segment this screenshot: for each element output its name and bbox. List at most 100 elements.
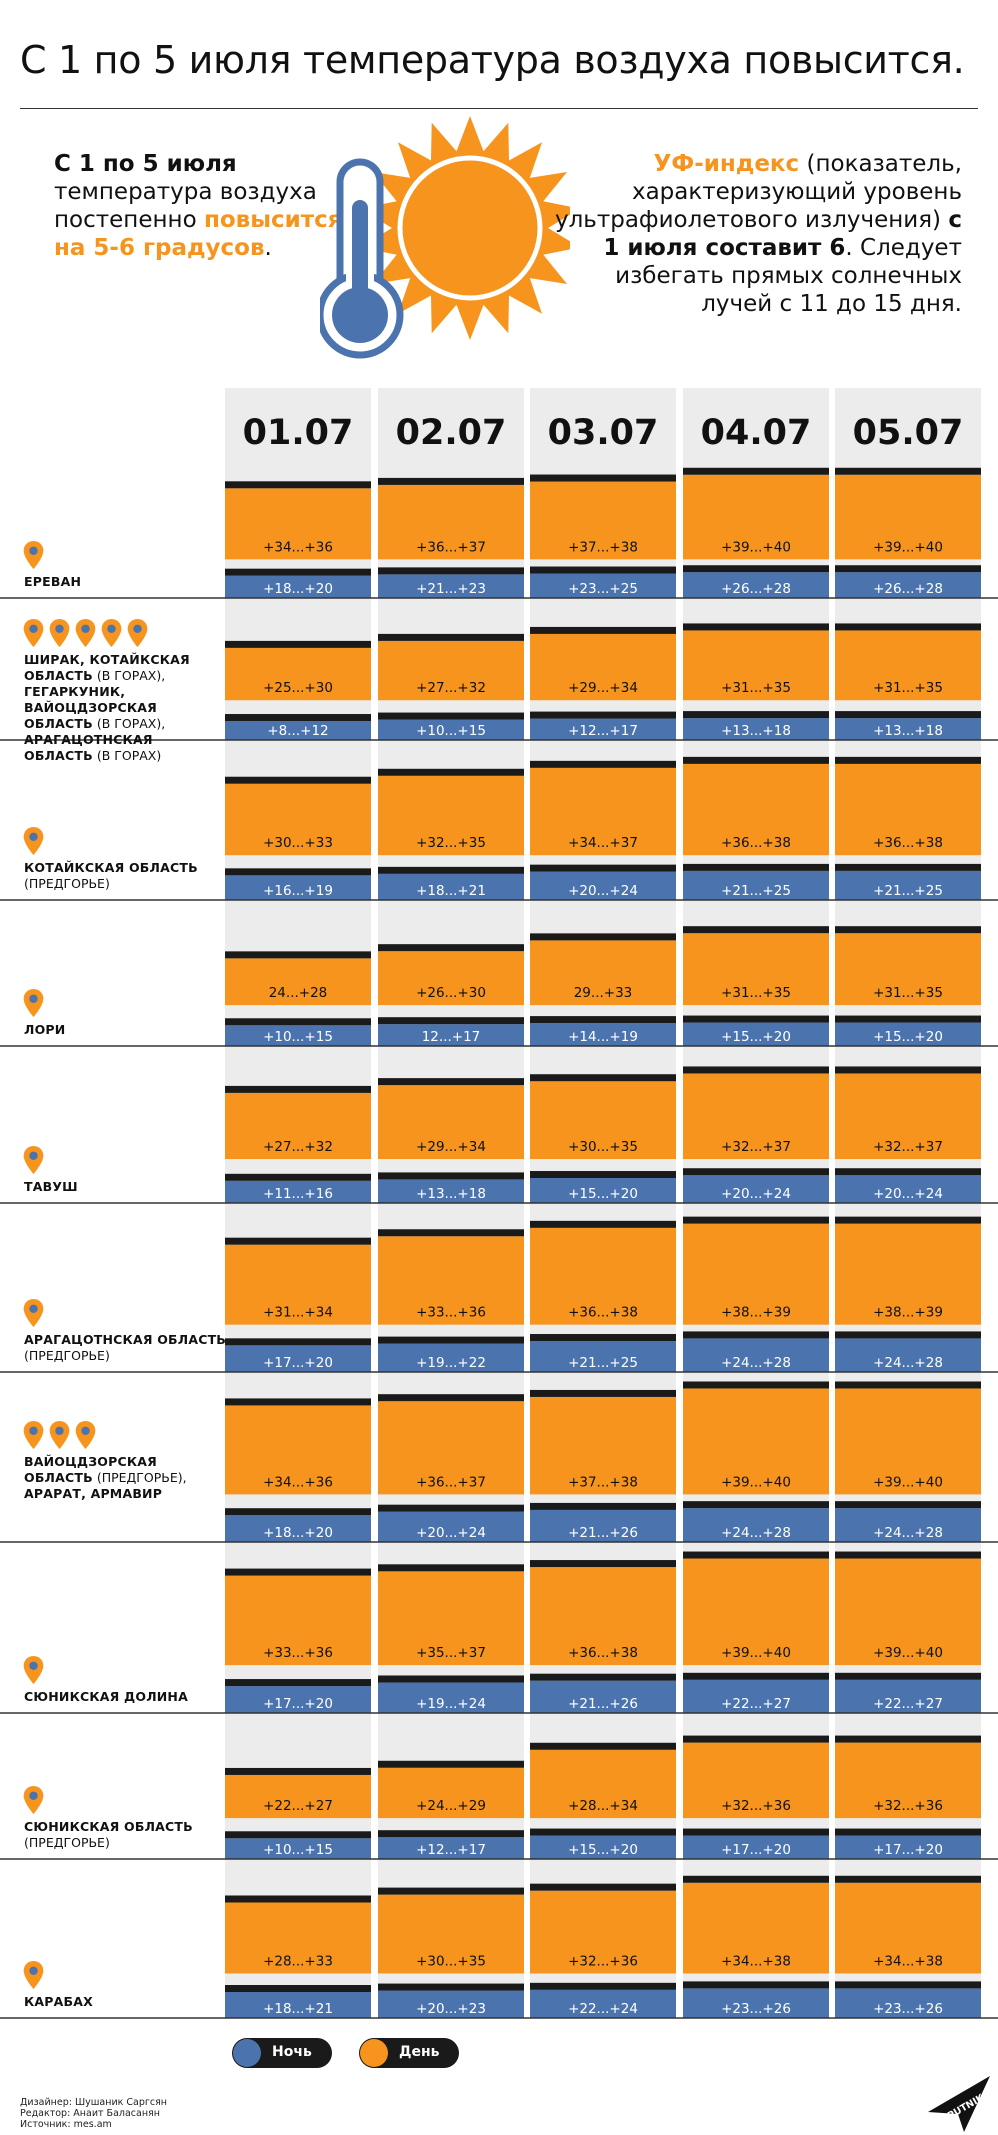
region-label-part: ВАЙОЦДЗОРСКАЯ ОБЛАСТЬ	[24, 1454, 157, 1485]
sun-thermometer-icon	[320, 116, 570, 359]
title-divider	[20, 108, 978, 109]
day-bar-cap	[835, 1066, 981, 1074]
page-title: С 1 по 5 июля температура воздуха повыси…	[20, 38, 965, 82]
night-bar	[683, 572, 829, 598]
night-bar-cap	[225, 1831, 371, 1839]
region-label-part: (ПРЕДГОРЬЕ)	[24, 1348, 110, 1363]
night-bar	[835, 572, 981, 598]
night-value-label: +22...+27	[721, 1696, 791, 1712]
region-label-part: КОТАЙКСКАЯ ОБЛАСТЬ	[24, 860, 198, 875]
night-bar	[225, 1686, 371, 1713]
night-bar-cap	[683, 1672, 829, 1680]
day-bar-cap	[225, 776, 371, 784]
day-bar	[683, 1742, 829, 1819]
night-bar-cap	[378, 1675, 524, 1683]
day-value-label: 29...+33	[574, 985, 633, 1001]
day-value-label: +29...+34	[416, 1139, 486, 1155]
night-bar-cap	[378, 1336, 524, 1344]
night-bar-cap	[378, 1172, 524, 1180]
location-pin-icon	[49, 618, 70, 648]
night-value-label: +10...+15	[263, 1029, 333, 1045]
day-bar-cap	[225, 481, 371, 489]
legend-night-label: Ночь	[272, 2044, 312, 2060]
region-label-part: АРАГАЦОТНСКАЯ ОБЛАСТЬ	[24, 732, 153, 763]
date-label-2: 02.07	[396, 413, 507, 453]
night-bar	[835, 1175, 981, 1203]
day-bar-cap	[683, 1875, 829, 1883]
night-bar	[378, 719, 524, 740]
date-label-5: 05.07	[853, 413, 964, 453]
day-value-label: +31...+35	[721, 680, 791, 696]
day-bar	[835, 1388, 981, 1495]
region-label-part: ГЕГАРКУНИК, ВАЙОЦДЗОРСКАЯ ОБЛАСТЬ	[24, 684, 157, 731]
day-bar	[225, 647, 371, 701]
night-value-label: +20...+23	[416, 2001, 486, 2017]
region-label-part: (ПРЕДГОРЬЕ)	[24, 1835, 110, 1850]
night-bar	[835, 1508, 981, 1542]
night-bar-cap	[835, 1331, 981, 1339]
night-bar-cap	[683, 565, 829, 573]
day-value-label: +30...+35	[416, 1953, 486, 1969]
night-value-label: +18...+21	[416, 883, 486, 899]
night-bar-cap	[530, 1828, 676, 1836]
day-bar-cap	[225, 640, 371, 648]
region-label-part: АРАГАЦОТНСКАЯ ОБЛАСТЬ	[24, 1332, 227, 1347]
location-pin-icon	[23, 1420, 44, 1450]
legend-day-label: День	[399, 2044, 440, 2060]
region-label-part: ЕРЕВАН	[24, 574, 82, 589]
day-bar-cap	[378, 1887, 524, 1895]
night-bar	[378, 1343, 524, 1372]
location-pin-icon	[49, 1420, 70, 1450]
night-value-label: +8...+12	[267, 723, 328, 739]
night-value-label: +16...+19	[263, 883, 333, 899]
day-bar	[225, 783, 371, 856]
date-label-4: 04.07	[701, 413, 812, 453]
night-value-label: +10...+15	[416, 723, 486, 739]
night-bar	[530, 1989, 676, 2018]
day-value-label: +36...+38	[568, 1305, 638, 1321]
sun-icon	[359, 116, 570, 340]
credit-editor: Редактор: Анаит Баласанян	[20, 2108, 160, 2119]
night-value-label: +20...+24	[416, 1525, 486, 1541]
day-bar	[683, 474, 829, 560]
date-label-1: 01.07	[243, 413, 354, 453]
night-value-label: +20...+24	[873, 1186, 943, 1202]
credit-source: Источник: mes.am	[20, 2119, 112, 2130]
day-bar-cap	[378, 1394, 524, 1402]
region-label: АРАГАЦОТНСКАЯ ОБЛАСТЬ (ПРЕДГОРЬЕ)	[24, 1332, 234, 1364]
night-bar	[530, 1341, 676, 1372]
credit-designer: Дизайнер: Шушаник Саргсян	[20, 2097, 168, 2108]
night-bar-cap	[225, 1679, 371, 1687]
day-bar-cap	[835, 623, 981, 631]
day-bar	[225, 488, 371, 560]
day-value-label: +34...+38	[873, 1953, 943, 1969]
night-value-label: +18...+21	[263, 2001, 333, 2017]
day-value-label: +39...+40	[873, 1474, 943, 1490]
day-value-label: +25...+30	[263, 680, 333, 696]
night-bar	[683, 870, 829, 900]
night-bar	[835, 718, 981, 740]
day-bar	[530, 1081, 676, 1160]
region-label-part: (ПРЕДГОРЬЕ)	[24, 876, 110, 891]
location-pin-icon	[23, 826, 44, 856]
legend-night: Ночь	[232, 2038, 332, 2068]
day-bar	[683, 763, 829, 856]
night-value-label: +22...+27	[873, 1696, 943, 1712]
night-bar-cap	[530, 1334, 676, 1342]
night-bar-cap	[835, 711, 981, 719]
night-bar	[530, 1178, 676, 1203]
day-bar-cap	[683, 1381, 829, 1389]
day-bar-cap	[835, 1735, 981, 1743]
day-value-label: +22...+27	[263, 1798, 333, 1814]
day-bar	[530, 1749, 676, 1819]
region-label: СЮНИКСКАЯ ДОЛИНА	[24, 1689, 234, 1705]
night-bar-cap	[225, 1985, 371, 1993]
night-value-label: +26...+28	[873, 581, 943, 597]
day-bar-cap	[225, 1085, 371, 1093]
night-bar-cap	[683, 863, 829, 871]
day-value-label: +29...+34	[568, 680, 638, 696]
location-pins	[22, 1145, 45, 1175]
day-bar-cap	[378, 1760, 524, 1768]
night-bar-cap	[683, 1501, 829, 1509]
day-bar-cap	[378, 1564, 524, 1572]
